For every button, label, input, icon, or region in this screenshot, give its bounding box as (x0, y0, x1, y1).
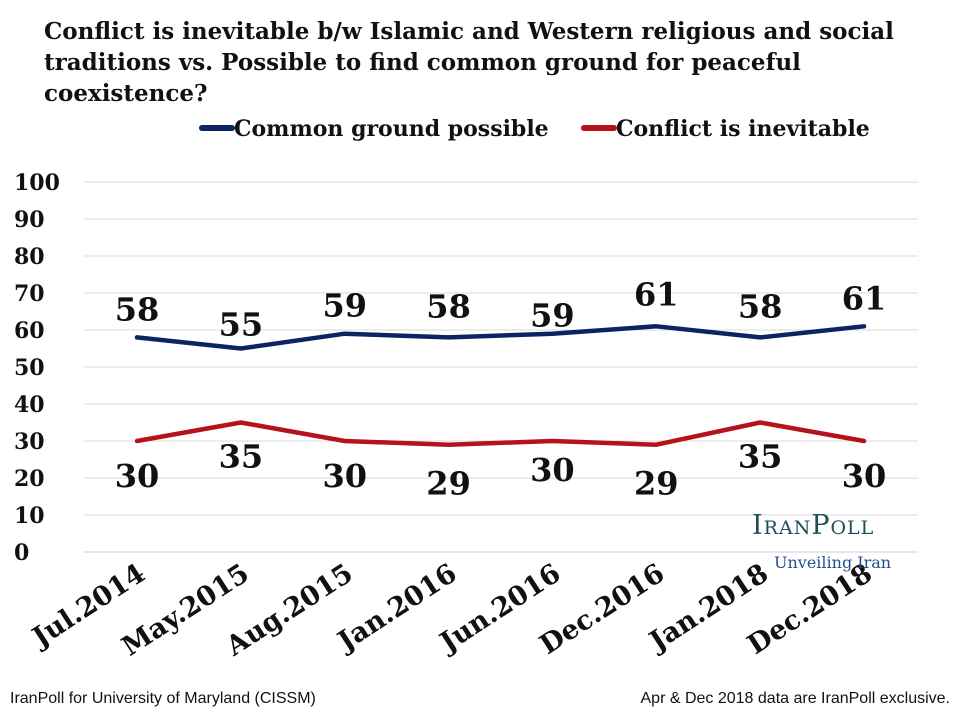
brand-tagline: Unveiling Iran (774, 553, 892, 572)
data-label: 61 (842, 279, 887, 317)
data-label: 58 (426, 287, 471, 325)
y-tick-label: 40 (14, 392, 45, 418)
chart-title: Conflict is inevitable b/w Islamic and W… (44, 18, 894, 107)
gridlines (84, 181, 918, 553)
y-tick-label: 100 (14, 170, 60, 196)
y-tick-label: 0 (14, 540, 29, 566)
data-labels: 58 55 59 58 59 61 58 61 30 35 30 29 30 29 35 30 (115, 275, 887, 502)
data-label: 35 (219, 438, 264, 476)
data-label: 59 (322, 287, 367, 325)
data-label: 58 (115, 290, 160, 328)
data-label: 61 (634, 275, 679, 313)
data-label: 30 (322, 457, 367, 495)
data-label: 29 (426, 465, 471, 503)
source-note: IranPoll for University of Maryland (CIS… (10, 690, 316, 707)
series-line-conflict (134, 420, 867, 447)
data-label: 58 (738, 287, 783, 325)
y-tick-label: 10 (14, 503, 45, 529)
x-axis: Jul.2014May.2015Aug.2015Jan.2016Jun.2016… (26, 558, 878, 663)
y-tick-label: 20 (14, 466, 45, 492)
y-tick-label: 50 (14, 355, 45, 381)
data-label: 30 (842, 457, 887, 495)
y-tick-label: 70 (14, 281, 45, 307)
data-label: 59 (530, 297, 575, 335)
exclusive-note: Apr & Dec 2018 data are IranPoll exclusi… (640, 690, 951, 707)
series-lines (134, 324, 867, 447)
y-tick-label: 80 (14, 244, 45, 270)
y-tick-label: 60 (14, 318, 45, 344)
data-label: 29 (634, 465, 679, 503)
y-tick-label: 90 (14, 207, 45, 233)
data-label: 30 (530, 451, 575, 489)
brand-logo-name: IranPoll (752, 510, 875, 541)
legend: Common ground possible Conflict is inevit… (199, 116, 870, 142)
series-line-common-ground (134, 324, 867, 351)
y-axis: 0 10 20 30 40 50 60 70 80 90 100 (14, 170, 60, 566)
data-label: 30 (115, 457, 160, 495)
line-chart: 0 10 20 30 40 50 60 70 80 90 100 Jul.2014May.2015A… (14, 116, 918, 663)
legend-label: Conflict is inevitable (616, 116, 870, 142)
y-tick-label: 30 (14, 429, 45, 455)
data-label: 35 (738, 438, 783, 476)
legend-label: Common ground possible (234, 116, 549, 142)
data-label: 55 (219, 306, 264, 344)
